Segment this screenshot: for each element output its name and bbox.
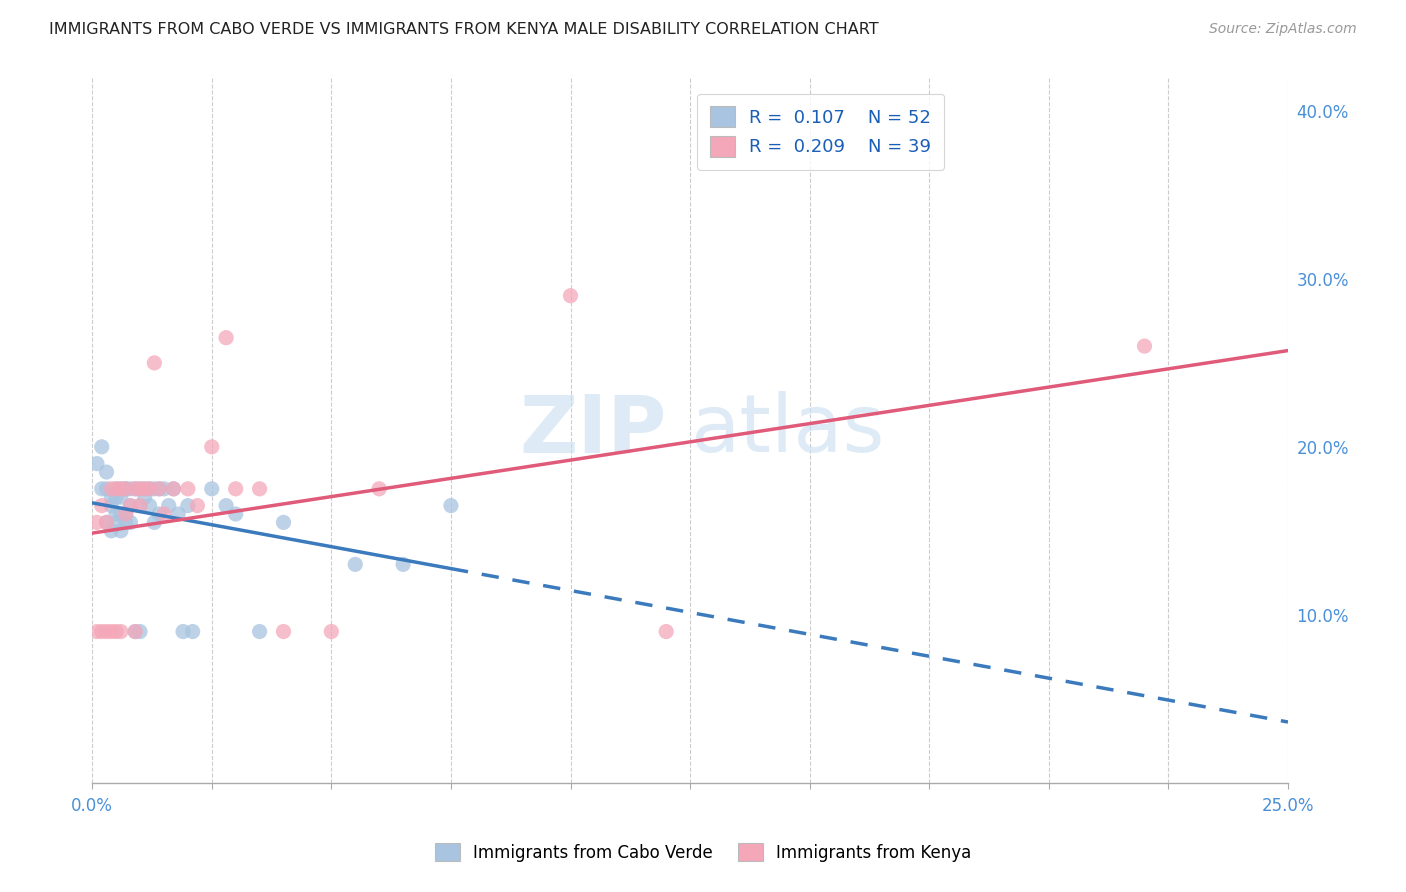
Point bbox=[249, 624, 271, 639]
Point bbox=[1133, 339, 1156, 353]
Point bbox=[124, 624, 146, 639]
Point bbox=[96, 516, 118, 530]
Point bbox=[129, 624, 152, 639]
Point bbox=[86, 516, 108, 530]
Point bbox=[86, 624, 108, 639]
Point bbox=[225, 507, 247, 521]
Point bbox=[344, 558, 367, 572]
Point bbox=[167, 507, 190, 521]
Point bbox=[162, 482, 184, 496]
Point bbox=[157, 499, 180, 513]
Legend: R =  0.107    N = 52, R =  0.209    N = 39: R = 0.107 N = 52, R = 0.209 N = 39 bbox=[697, 94, 945, 169]
Point bbox=[100, 490, 122, 504]
Point bbox=[186, 499, 208, 513]
Text: atlas: atlas bbox=[690, 391, 884, 469]
Point bbox=[129, 482, 152, 496]
Point bbox=[90, 482, 112, 496]
Point bbox=[114, 482, 136, 496]
Point bbox=[225, 482, 247, 496]
Point bbox=[148, 507, 170, 521]
Point bbox=[105, 624, 128, 639]
Point bbox=[120, 499, 142, 513]
Point bbox=[114, 482, 136, 496]
Point bbox=[181, 624, 204, 639]
Point bbox=[368, 482, 391, 496]
Point bbox=[560, 289, 582, 303]
Point bbox=[120, 516, 142, 530]
Point bbox=[105, 482, 128, 496]
Point bbox=[201, 440, 224, 454]
Point bbox=[177, 482, 200, 496]
Point bbox=[120, 482, 142, 496]
Point bbox=[96, 482, 118, 496]
Legend: Immigrants from Cabo Verde, Immigrants from Kenya: Immigrants from Cabo Verde, Immigrants f… bbox=[426, 835, 980, 871]
Point bbox=[273, 624, 295, 639]
Point bbox=[90, 499, 112, 513]
Point bbox=[110, 507, 132, 521]
Point bbox=[129, 482, 152, 496]
Point bbox=[392, 558, 415, 572]
Point bbox=[105, 507, 128, 521]
Point bbox=[129, 499, 152, 513]
Point bbox=[120, 499, 142, 513]
Point bbox=[172, 624, 194, 639]
Point bbox=[114, 482, 136, 496]
Point bbox=[153, 507, 176, 521]
Point bbox=[110, 482, 132, 496]
Point bbox=[100, 499, 122, 513]
Point bbox=[100, 524, 122, 538]
Point bbox=[114, 516, 136, 530]
Point bbox=[143, 516, 166, 530]
Point bbox=[96, 624, 118, 639]
Point bbox=[148, 482, 170, 496]
Point bbox=[273, 516, 295, 530]
Point bbox=[655, 624, 678, 639]
Point bbox=[96, 465, 118, 479]
Point bbox=[249, 482, 271, 496]
Point bbox=[134, 482, 156, 496]
Point bbox=[143, 356, 166, 370]
Point bbox=[100, 482, 122, 496]
Point bbox=[114, 507, 136, 521]
Point bbox=[124, 482, 146, 496]
Point bbox=[129, 499, 152, 513]
Text: Source: ZipAtlas.com: Source: ZipAtlas.com bbox=[1209, 22, 1357, 37]
Point bbox=[134, 490, 156, 504]
Point bbox=[162, 482, 184, 496]
Point bbox=[148, 482, 170, 496]
Text: ZIP: ZIP bbox=[519, 391, 666, 469]
Point bbox=[90, 624, 112, 639]
Point bbox=[96, 516, 118, 530]
Point bbox=[105, 490, 128, 504]
Point bbox=[215, 331, 238, 345]
Point bbox=[321, 624, 343, 639]
Point bbox=[105, 516, 128, 530]
Point bbox=[86, 457, 108, 471]
Point bbox=[138, 499, 160, 513]
Point bbox=[110, 490, 132, 504]
Point bbox=[110, 482, 132, 496]
Point bbox=[153, 482, 176, 496]
Point bbox=[215, 499, 238, 513]
Point bbox=[124, 482, 146, 496]
Point bbox=[110, 624, 132, 639]
Point bbox=[110, 524, 132, 538]
Point bbox=[100, 624, 122, 639]
Point bbox=[124, 624, 146, 639]
Point bbox=[134, 482, 156, 496]
Point bbox=[90, 440, 112, 454]
Point bbox=[440, 499, 463, 513]
Point bbox=[177, 499, 200, 513]
Text: IMMIGRANTS FROM CABO VERDE VS IMMIGRANTS FROM KENYA MALE DISABILITY CORRELATION : IMMIGRANTS FROM CABO VERDE VS IMMIGRANTS… bbox=[49, 22, 879, 37]
Point bbox=[138, 482, 160, 496]
Point bbox=[105, 482, 128, 496]
Point bbox=[114, 507, 136, 521]
Point bbox=[143, 482, 166, 496]
Point bbox=[138, 482, 160, 496]
Point bbox=[201, 482, 224, 496]
